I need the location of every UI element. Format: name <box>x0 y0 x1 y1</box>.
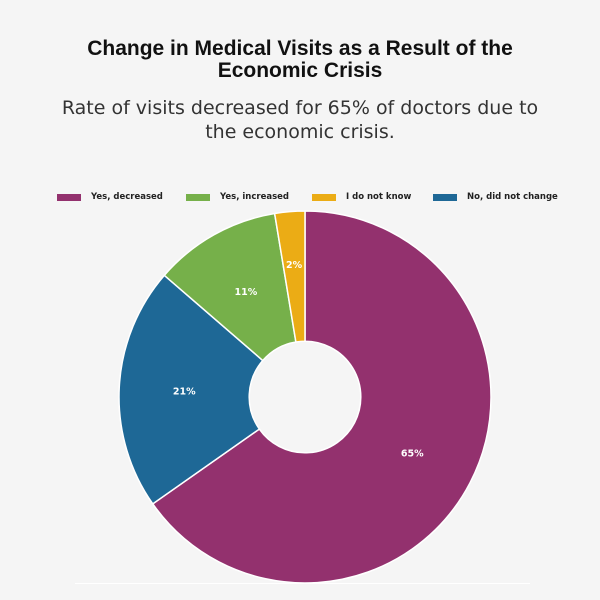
slice-i-do-not-know[interactable] <box>273 210 306 343</box>
legend-item-yes-decreased[interactable]: Yes, decreased <box>57 190 163 204</box>
legend-label-no-did-not-change: No, did not change <box>467 192 558 202</box>
legend-label-i-do-not-know: I do not know <box>346 192 412 202</box>
legend-item-no-did-not-change[interactable]: No, did not change <box>433 190 558 204</box>
chart-legend: Yes, decreased Yes, increased I do not k… <box>0 190 600 204</box>
legend-item-i-do-not-know[interactable]: I do not know <box>312 190 411 204</box>
slice-label-i-do-not-know: 2% <box>286 260 303 271</box>
donut-slices <box>118 210 492 584</box>
slice-label-yes-decreased: 65% <box>401 448 424 459</box>
slice-label-yes-increased: 11% <box>235 287 258 298</box>
slice-no-did-not-change[interactable] <box>118 274 264 505</box>
legend-label-yes-increased: Yes, increased <box>220 192 289 202</box>
legend-label-yes-decreased: Yes, decreased <box>91 192 163 202</box>
slice-label-no-did-not-change: 21% <box>173 386 196 397</box>
chart-subtitle: Rate of visits decreased for 65% of doct… <box>61 97 539 143</box>
chart-title: Change in Medical Visits as a Result of … <box>87 37 513 82</box>
divider-line <box>75 583 530 584</box>
slice-yes-decreased[interactable] <box>151 210 492 584</box>
legend-swatch-yes-decreased <box>57 193 81 201</box>
legend-swatch-yes-increased <box>186 193 210 201</box>
legend-swatch-no-did-not-change <box>433 193 457 201</box>
legend-swatch-i-do-not-know <box>312 193 336 201</box>
slice-yes-increased[interactable] <box>163 212 297 362</box>
donut-slice-labels: 65% 21% 11% 2% <box>173 260 424 459</box>
legend-item-yes-increased[interactable]: Yes, increased <box>186 190 289 204</box>
